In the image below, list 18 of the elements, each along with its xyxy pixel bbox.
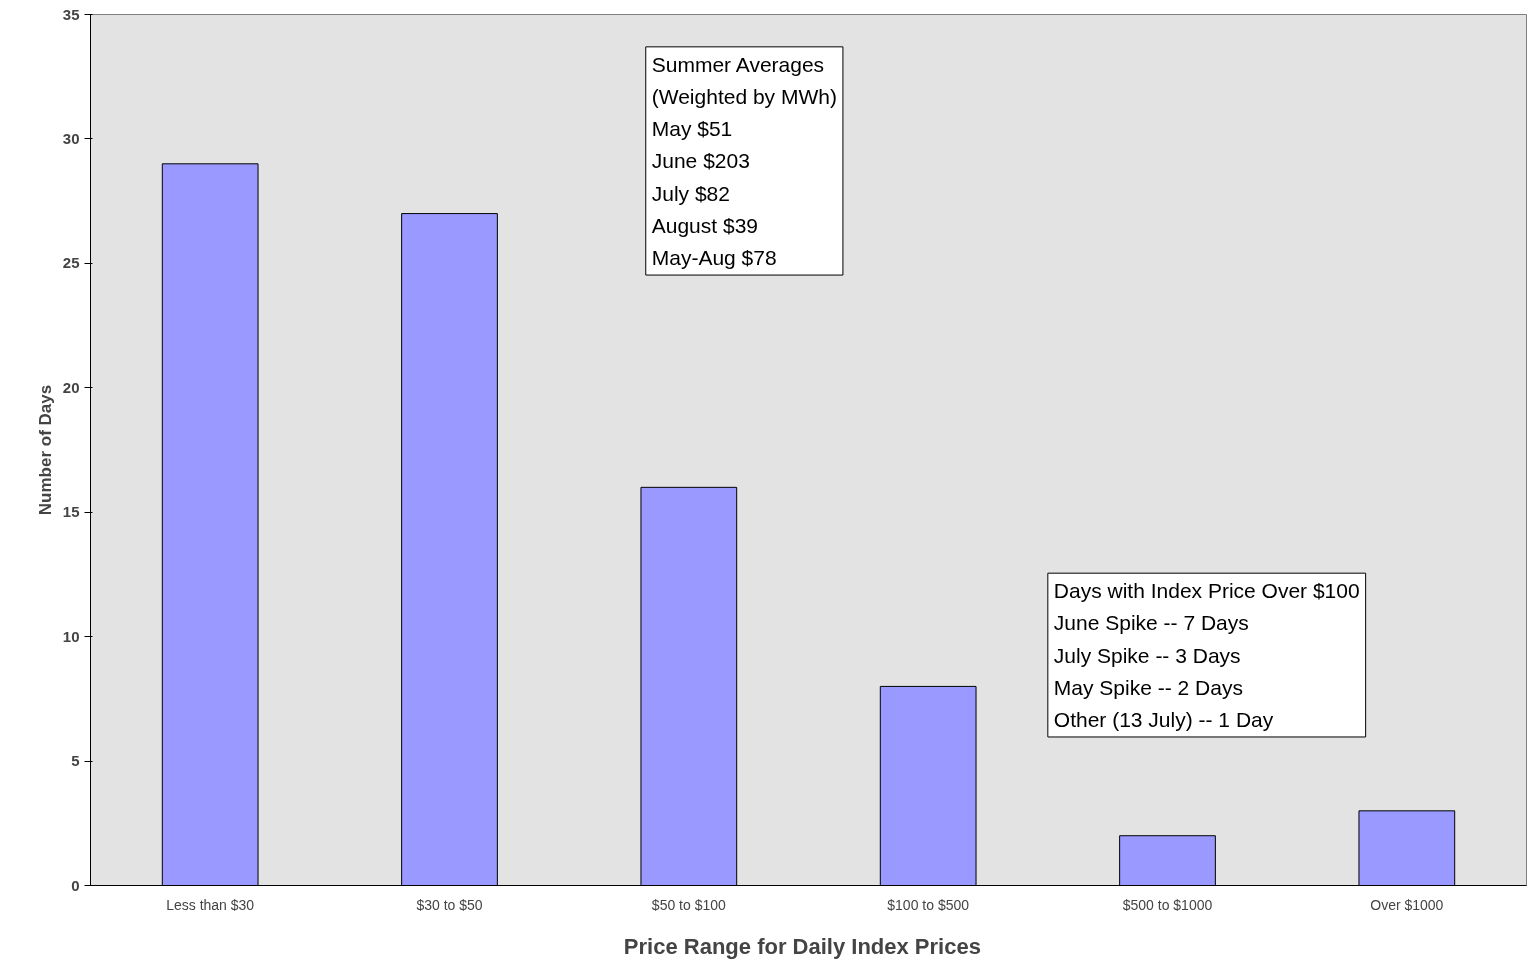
x-tick-label: Over $1000 — [1370, 896, 1444, 913]
x-tick-label: Less than $30 — [166, 896, 255, 913]
x-tick-label: $100 to $500 — [887, 896, 970, 913]
y-tick-label: 35 — [62, 5, 80, 23]
y-tick-label: 30 — [62, 129, 80, 147]
x-tick-label: $500 to $1000 — [1122, 896, 1213, 913]
x-axis-title: Price Range for Daily Index Prices — [623, 933, 981, 959]
y-tick-label: 20 — [62, 378, 80, 396]
y-tick-label: 0 — [71, 876, 80, 894]
y-tick-label: 5 — [71, 752, 80, 770]
annotation: Summer Averages (Weighted by MWh) May $51 June $203 July $82 August $39 May-Aug $78 — [651, 52, 837, 270]
annotation: Days with Index Price Over $100 June Spike -- 7 Days July Spike -- 3 Days May Spike -- 2 Days Other (13 July) -- 1 Day — [1053, 579, 1360, 731]
y-tick-label: 15 — [62, 503, 80, 521]
y-axis-title: Number of Days — [35, 384, 55, 516]
x-tick-label: $50 to $100 — [651, 896, 727, 913]
y-tick-label: 10 — [62, 627, 80, 645]
x-tick-label: $30 to $50 — [416, 896, 483, 913]
y-tick-label: 25 — [62, 254, 80, 272]
